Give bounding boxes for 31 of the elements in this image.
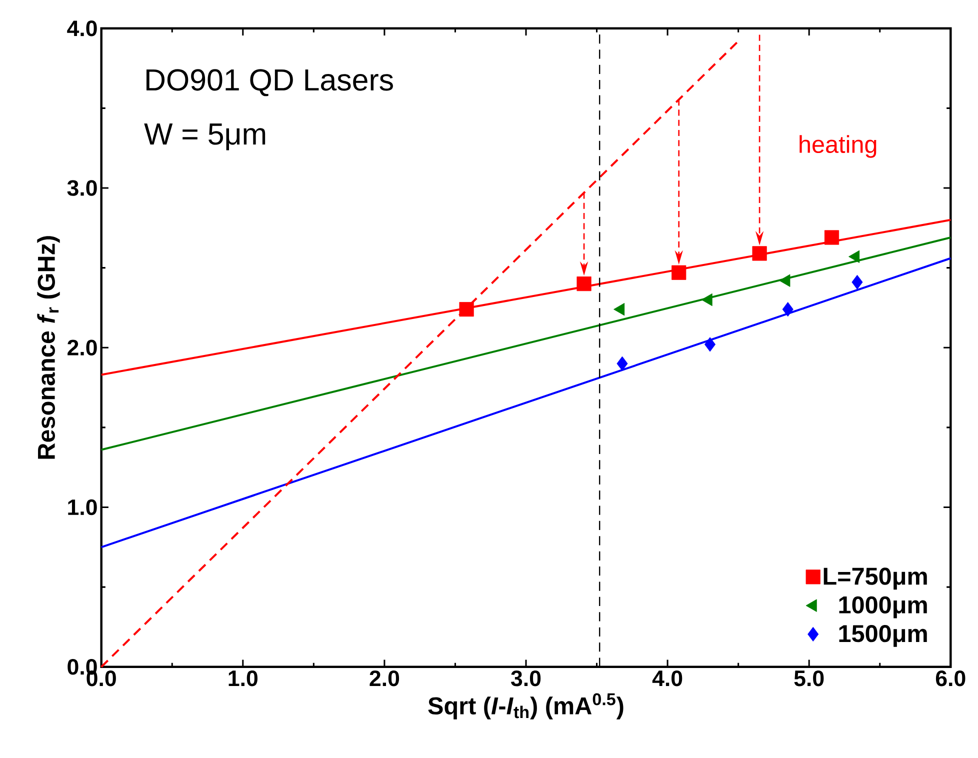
y-tick-label: 4.0	[67, 20, 97, 36]
annotation: DO901 QD Lasers	[146, 69, 393, 96]
y-tick-label: 3.0	[67, 180, 97, 196]
point	[848, 250, 860, 263]
x-tick-label: 2.0	[370, 670, 400, 686]
point	[782, 302, 794, 317]
point	[576, 276, 592, 292]
y-tick-label: 1.0	[68, 499, 97, 516]
point	[459, 302, 474, 317]
legend-label: 1500μm	[839, 624, 927, 647]
point	[779, 274, 790, 287]
point	[752, 246, 767, 261]
y-axis-title: Resonance f$_{r}$ (GHz)	[37, 236, 60, 459]
annotation: W = 5μm	[144, 124, 266, 150]
x-tick-label: 1.0	[228, 670, 258, 686]
x-tick-label: 6.0	[936, 670, 966, 686]
point	[672, 265, 686, 280]
point	[824, 230, 840, 245]
annotation: heating	[800, 135, 876, 158]
x-tick-label: 4.0	[652, 670, 682, 686]
point	[701, 293, 712, 306]
x-axis-title: Sqrt (I-I$_{th}$) (mA$^{0.5}$)	[428, 693, 624, 720]
legend-label: 1000μm	[839, 596, 927, 618]
x-tick-label: 3.0	[511, 670, 541, 686]
legend-label: L=750μm	[824, 568, 927, 590]
point	[614, 302, 625, 316]
point	[704, 337, 716, 352]
x-tick-label: 5.0	[794, 670, 824, 686]
y-tick-label: 2.0	[68, 340, 97, 356]
point	[616, 356, 628, 371]
point	[852, 274, 863, 290]
